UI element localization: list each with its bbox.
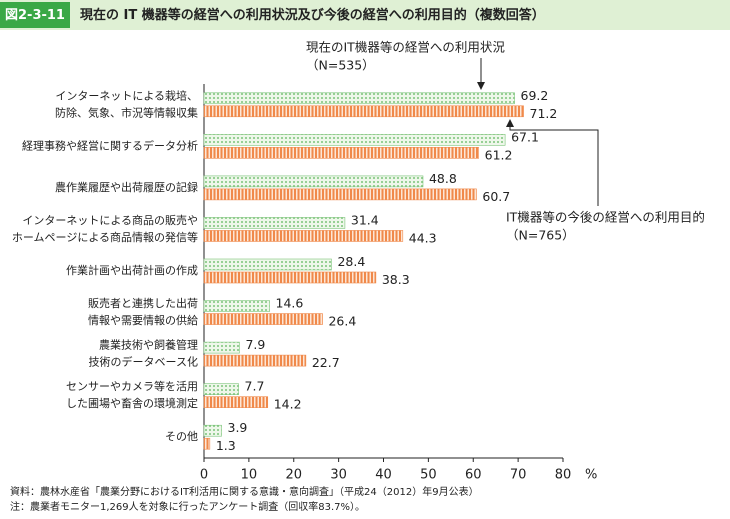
value-label: 14.2 (274, 397, 302, 412)
bar (203, 271, 377, 284)
figure-label: 図2-3-11 (5, 8, 65, 23)
chart-title: 現在の IT 機器等の経営への利用状況及び今後の経営への利用目的（複数回答） (80, 7, 545, 23)
figure-label-box (0, 2, 70, 28)
value-label: 28.4 (337, 254, 365, 269)
legend-label: 現在のIT機器等の経営への利用状況 (306, 40, 505, 55)
value-label: 31.4 (351, 212, 379, 227)
y-tick-label: 作業計画や出荷計画の作成 (66, 263, 198, 277)
bar (203, 424, 222, 437)
source-note: 資料：農林水産省「農業分野におけるIT利活用に関する意識・意向調査」（平成24（… (10, 485, 479, 498)
bar (203, 383, 239, 395)
y-tick-label: 農業技術や飼養管理 (99, 338, 198, 352)
bar (203, 105, 524, 118)
x-tick-label: 20 (285, 468, 302, 483)
bar (203, 341, 240, 354)
bar (203, 354, 307, 367)
y-tick-label: インターネットによる商品の販売や (22, 213, 198, 227)
value-label: 61.2 (485, 147, 513, 162)
value-label: 22.7 (312, 355, 340, 370)
bar (203, 300, 270, 312)
y-tick-label: 情報や需要情報の供給 (88, 313, 198, 327)
legend-sample: （N=765） (506, 228, 575, 243)
legend-sample: （N=535） (306, 58, 375, 73)
bar (203, 396, 269, 408)
bar (203, 147, 479, 159)
value-label: 1.3 (216, 438, 236, 453)
y-tick-label: 販売者と連携した出荷 (88, 296, 198, 310)
bar (203, 175, 424, 188)
x-tick-label: 0 (200, 468, 208, 483)
y-tick-label: 経理事務や経営に関するデータ分析 (22, 138, 198, 152)
y-tick-label: インターネットによる栽培、 (55, 88, 198, 102)
bar (203, 134, 506, 146)
y-tick-label: 農作業履歴や出荷履歴の記録 (55, 180, 198, 194)
x-tick-label: 60 (465, 468, 482, 483)
x-tick-label: 10 (241, 468, 258, 483)
value-label: 7.7 (245, 379, 265, 394)
bar (203, 92, 515, 105)
value-label: 71.2 (530, 106, 558, 121)
y-tick-label: 技術のデータベース化 (89, 355, 198, 369)
value-label: 60.7 (482, 189, 510, 204)
value-label: 67.1 (511, 129, 539, 144)
bar (203, 258, 332, 271)
value-label: 38.3 (382, 272, 410, 287)
y-tick-label: ホームページによる商品情報の発信等 (12, 230, 198, 244)
y-tick-label: センサーやカメラ等を活用 (66, 379, 198, 393)
arrow-head (477, 82, 485, 90)
y-tick-label: 防除、気象、市況等情報収集 (55, 105, 198, 119)
value-label: 48.8 (429, 171, 457, 186)
bar (203, 188, 477, 201)
y-tick-label: した圃場や畜舎の環境測定 (66, 396, 198, 410)
x-tick-label: 30 (330, 468, 347, 483)
value-label: 69.2 (521, 88, 549, 103)
arrow-head (506, 119, 514, 127)
y-tick-label: その他 (165, 430, 198, 443)
x-tick-label: 70 (510, 468, 527, 483)
header-band (0, 0, 730, 30)
value-label: 3.9 (228, 420, 248, 435)
bar (203, 437, 211, 450)
value-label: 14.6 (276, 296, 304, 311)
x-tick-label: 50 (420, 468, 437, 483)
value-label: 44.3 (409, 230, 437, 245)
bar (203, 313, 323, 325)
x-unit: % (585, 468, 597, 483)
legend-label: IT機器等の今後の経営への利用目的 (506, 210, 705, 225)
bar (203, 217, 346, 229)
value-label: 7.9 (245, 337, 265, 352)
footnote: 注：農業者モニター1,269人を対象に行ったアンケート調査（回収率83.7%）。 (10, 500, 365, 513)
bar (203, 230, 404, 242)
x-tick-label: 80 (555, 468, 572, 483)
value-label: 26.4 (328, 314, 356, 329)
x-tick-label: 40 (375, 468, 392, 483)
annotation-arrow (509, 126, 599, 206)
